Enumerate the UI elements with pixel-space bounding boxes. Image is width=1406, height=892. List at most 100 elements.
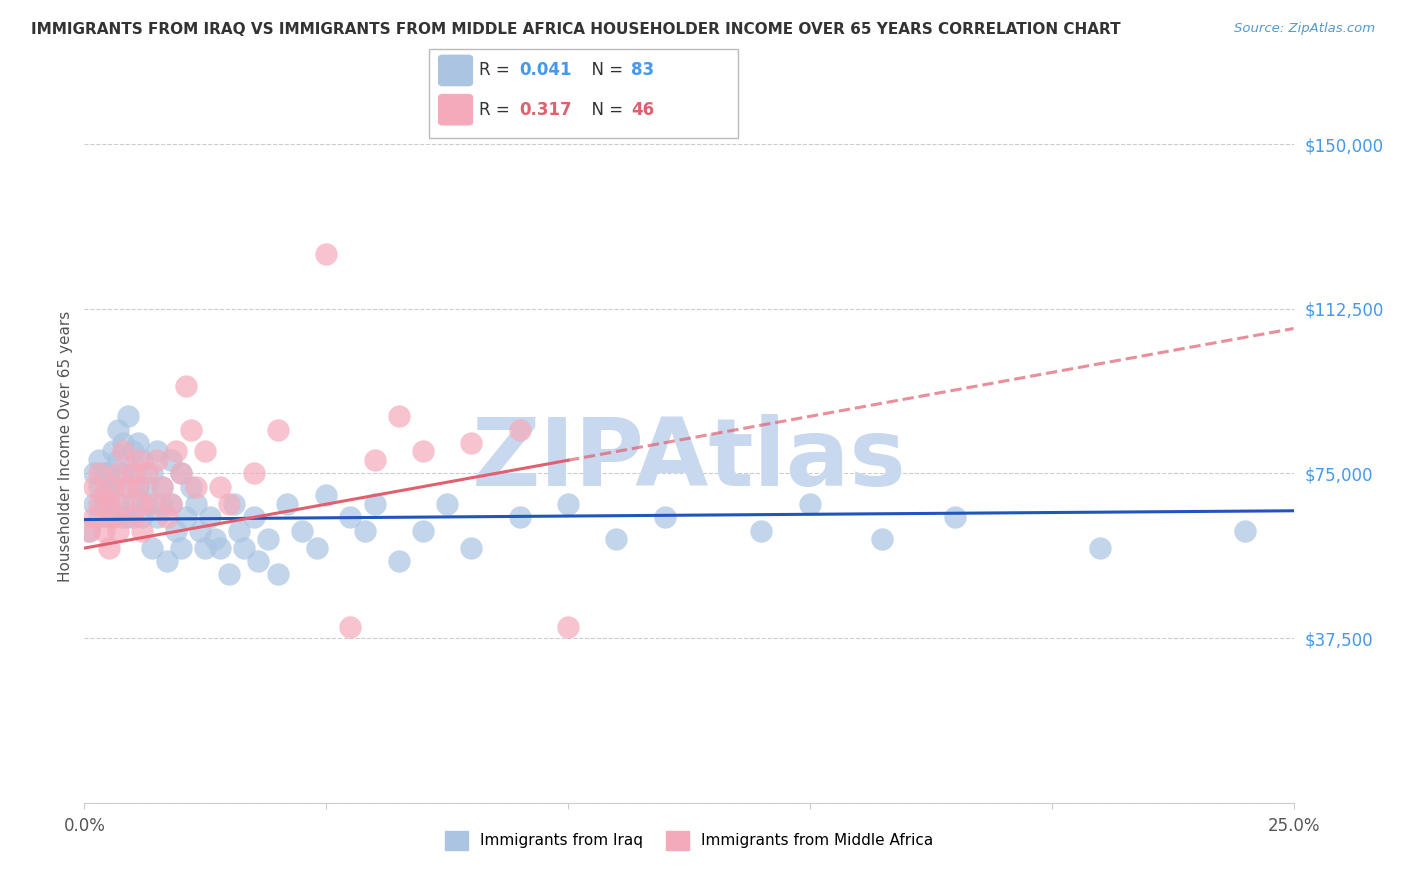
Point [233, 541, 256, 555]
Point [751, 524, 773, 538]
Point [204, 533, 226, 547]
Point [208, 541, 231, 555]
Point [1234, 524, 1257, 538]
Point [117, 409, 139, 424]
Point [170, 467, 193, 481]
Point [339, 510, 361, 524]
Point [127, 453, 149, 467]
Point [388, 409, 411, 424]
Point [112, 435, 135, 450]
Point [77, 524, 100, 538]
Point [87, 480, 110, 494]
Point [83, 497, 105, 511]
Point [87, 497, 110, 511]
Point [131, 497, 153, 511]
Point [872, 533, 894, 547]
Point [354, 524, 377, 538]
Point [174, 378, 197, 392]
Point [436, 497, 458, 511]
Point [165, 524, 187, 538]
Point [93, 467, 115, 481]
Point [184, 480, 207, 494]
Point [112, 467, 135, 481]
Point [267, 423, 290, 437]
Point [605, 533, 627, 547]
Point [93, 524, 115, 538]
Point [136, 467, 159, 481]
Point [103, 510, 125, 524]
Point [93, 488, 115, 502]
Point [194, 444, 217, 458]
Point [87, 510, 110, 524]
Point [218, 567, 240, 582]
Point [146, 444, 169, 458]
Point [97, 510, 120, 524]
Point [654, 510, 676, 524]
Point [103, 480, 125, 494]
Point [315, 247, 337, 261]
Point [103, 444, 125, 458]
Point [460, 541, 482, 555]
Point [160, 497, 183, 511]
Point [131, 453, 153, 467]
Point [305, 541, 328, 555]
Point [363, 453, 385, 467]
Point [107, 423, 129, 437]
Point [557, 620, 579, 634]
Point [107, 497, 129, 511]
Point [127, 435, 149, 450]
Point [112, 497, 135, 511]
Point [218, 497, 240, 511]
Point [77, 524, 100, 538]
Point [460, 435, 482, 450]
Point [165, 444, 187, 458]
Point [198, 510, 221, 524]
Point [190, 524, 212, 538]
Point [87, 453, 110, 467]
Point [180, 423, 202, 437]
Point [242, 467, 264, 481]
Point [97, 467, 120, 481]
Point [412, 524, 434, 538]
Point [412, 444, 434, 458]
Point [363, 497, 385, 511]
Point [121, 497, 143, 511]
Point [127, 480, 149, 494]
Point [97, 497, 120, 511]
Point [194, 541, 217, 555]
Point [184, 497, 207, 511]
Point [117, 480, 139, 494]
Point [121, 444, 143, 458]
Text: 46: 46 [631, 101, 654, 119]
Point [93, 488, 115, 502]
Point [131, 524, 153, 538]
Text: R =: R = [479, 101, 516, 119]
Point [121, 467, 143, 481]
Point [136, 480, 159, 494]
Point [93, 497, 115, 511]
Point [291, 524, 314, 538]
Point [557, 497, 579, 511]
Text: 83: 83 [631, 62, 654, 79]
Point [509, 423, 531, 437]
Text: R =: R = [479, 62, 516, 79]
Point [160, 497, 183, 511]
Point [170, 467, 193, 481]
Point [247, 554, 270, 568]
Point [127, 480, 149, 494]
Point [107, 453, 129, 467]
Point [141, 497, 163, 511]
Point [224, 497, 246, 511]
Text: Source: ZipAtlas.com: Source: ZipAtlas.com [1234, 22, 1375, 36]
Point [97, 497, 120, 511]
Point [228, 524, 250, 538]
Point [83, 467, 105, 481]
Point [155, 554, 177, 568]
Text: 0.317: 0.317 [519, 101, 571, 119]
Point [339, 620, 361, 634]
Point [146, 510, 169, 524]
Point [150, 480, 173, 494]
Point [103, 510, 125, 524]
Point [276, 497, 298, 511]
Point [509, 510, 531, 524]
